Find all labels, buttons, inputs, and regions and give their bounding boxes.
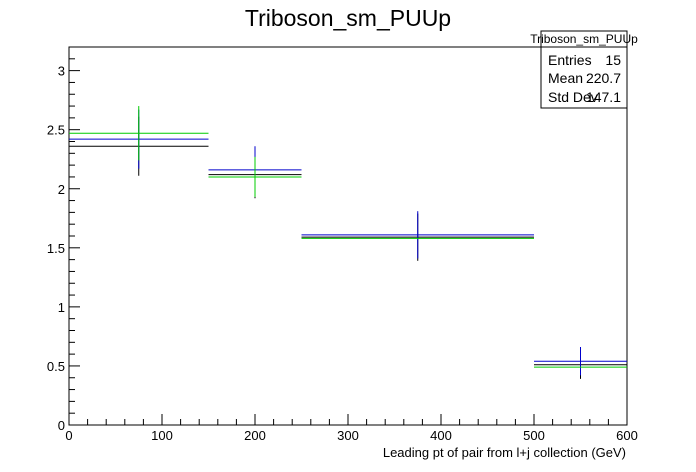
x-axis-label: Leading pt of pair from l+j collection (… <box>383 445 626 460</box>
chart-title: Triboson_sm_PUUp <box>245 5 451 31</box>
stat-stddev-value: 147.1 <box>586 89 621 105</box>
x-tick-label: 300 <box>337 428 359 443</box>
data-marks <box>69 106 627 379</box>
y-tick-label: 0.5 <box>47 359 65 374</box>
stat-stddev-label: Std Dev <box>548 89 598 105</box>
x-tick-label: 0 <box>65 428 72 443</box>
x-tick-label: 100 <box>151 428 173 443</box>
stat-entries-value: 15 <box>605 52 621 68</box>
y-tick-label: 1 <box>58 300 65 315</box>
x-axis: 0 100 200 300 400 500 600 <box>65 414 638 443</box>
x-tick-label: 200 <box>244 428 266 443</box>
series-0 <box>69 116 627 379</box>
y-tick-label: 2.5 <box>47 123 65 138</box>
x-tick-label: 600 <box>616 428 638 443</box>
stat-mean-value: 220.7 <box>586 70 621 86</box>
y-tick-label: 3 <box>58 64 65 79</box>
y-tick-label: 0 <box>58 418 65 433</box>
y-axis: 0 0.5 1 1.5 2 2.5 3 <box>47 46 80 433</box>
x-tick-label: 400 <box>430 428 452 443</box>
series-1 <box>69 109 627 376</box>
stats-box: Triboson_sm_PUUp Entries 15 Mean 220.7 S… <box>530 30 638 109</box>
stats-box-frame <box>540 30 628 109</box>
x-tick-label: 500 <box>523 428 545 443</box>
stats-box-title: Triboson_sm_PUUp <box>530 32 638 46</box>
stat-mean-label: Mean <box>548 70 583 86</box>
y-tick-label: 1.5 <box>47 241 65 256</box>
y-tick-label: 2 <box>58 182 65 197</box>
series-2 <box>69 106 627 368</box>
stat-entries-label: Entries <box>548 52 592 68</box>
